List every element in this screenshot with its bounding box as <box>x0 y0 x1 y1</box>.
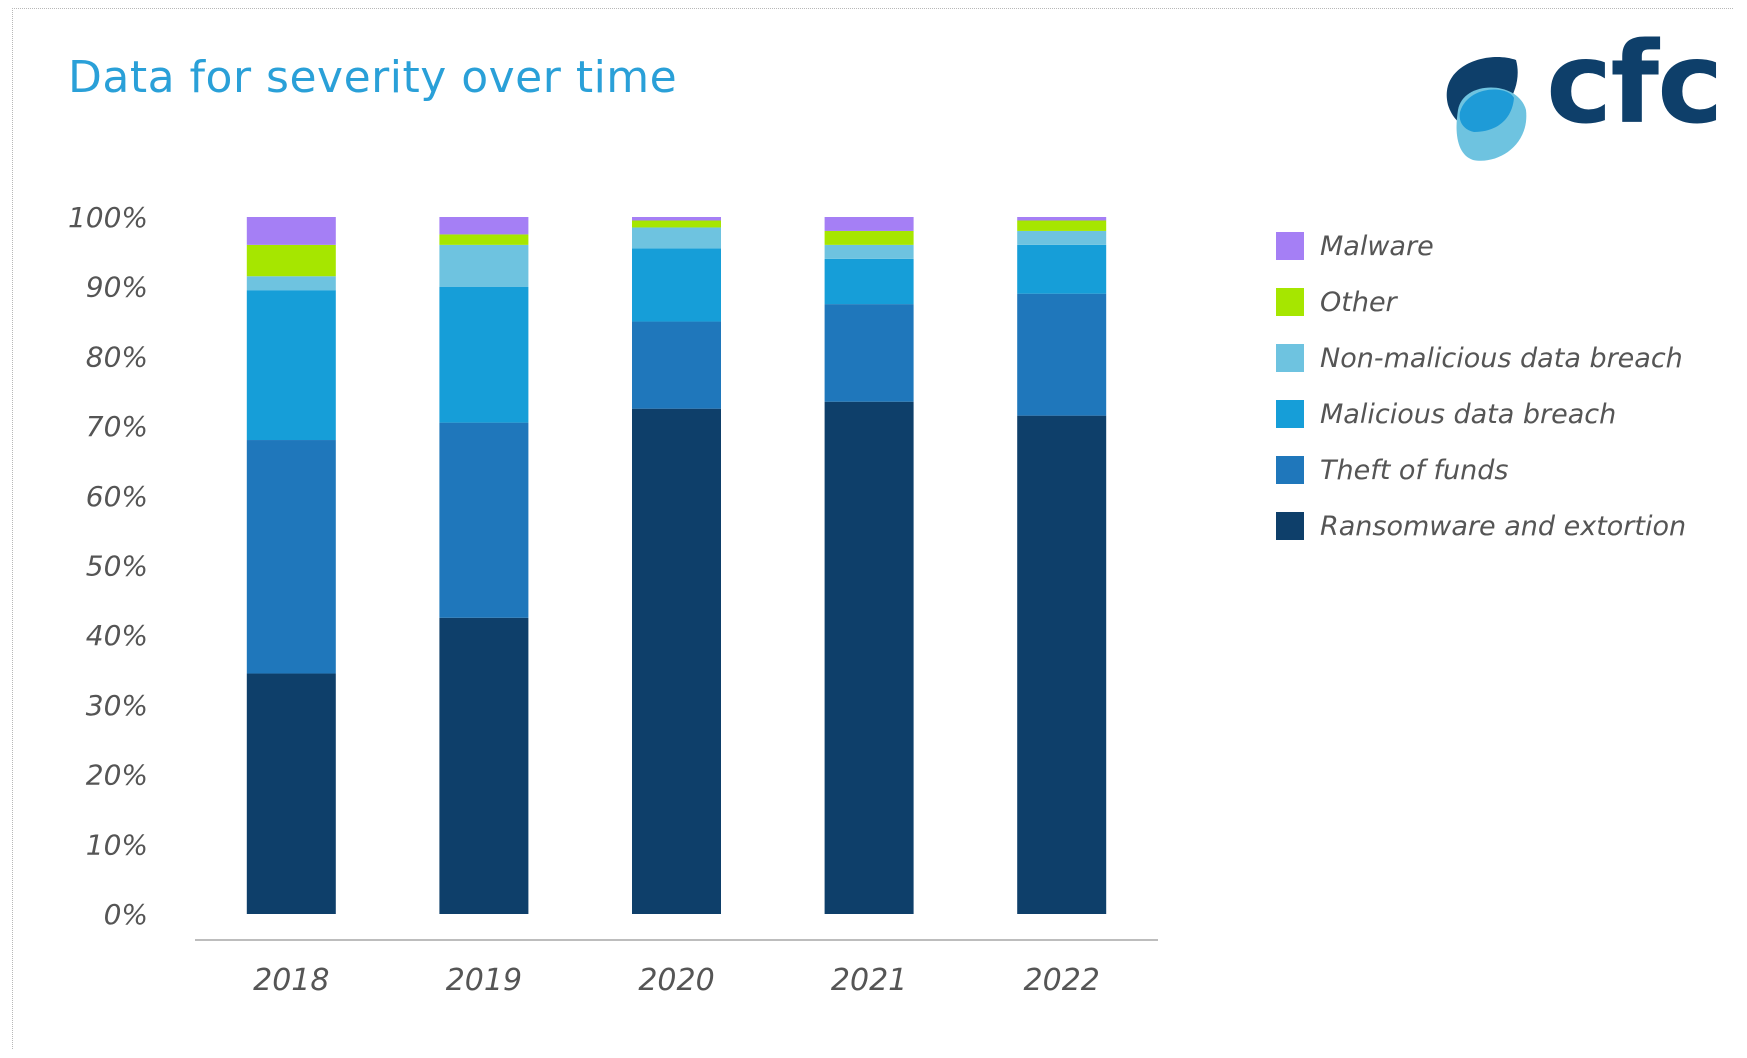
bar-segment-other-2020 <box>632 220 721 228</box>
legend-swatch <box>1276 288 1304 316</box>
legend-label: Malicious data breach <box>1320 398 1617 430</box>
bar-segment-non-malicious-data-breach-2018 <box>246 276 336 291</box>
bar-segment-malicious-data-breach-2018 <box>246 290 336 441</box>
bar-segment-theft-of-funds-2020 <box>632 321 721 409</box>
bar-segment-ransomware-and-extortion-2019 <box>439 617 529 914</box>
y-tick-label: 0% <box>104 898 148 931</box>
legend-item: Non-malicious data breach <box>1276 330 1686 386</box>
x-tick-label: 2018 <box>253 963 329 998</box>
legend-item: Other <box>1276 274 1686 330</box>
legend: Malware Other Non-malicious data breach Mal… <box>1276 218 1686 554</box>
y-tick-label: 20% <box>86 759 148 792</box>
y-tick-label: 100% <box>68 201 148 234</box>
y-tick-label: 10% <box>86 828 148 861</box>
bar-segment-ransomware-and-extortion-2018 <box>246 673 336 914</box>
bar-segment-theft-of-funds-2018 <box>246 440 336 674</box>
legend-item: Malicious data breach <box>1276 386 1686 442</box>
bar-segment-non-malicious-data-breach-2019 <box>439 244 529 287</box>
bar-segment-malicious-data-breach-2019 <box>439 286 529 423</box>
legend-label: Other <box>1320 286 1397 318</box>
bar-segment-ransomware-and-extortion-2021 <box>824 401 914 915</box>
y-tick-label: 30% <box>86 689 148 722</box>
bar-segment-malware-2021 <box>824 217 914 231</box>
bar-segment-malware-2022 <box>1017 217 1107 221</box>
legend-item: Ransomware and extortion <box>1276 498 1686 554</box>
bar-segment-theft-of-funds-2019 <box>439 422 529 618</box>
x-tick-label: 2021 <box>831 963 907 998</box>
legend-swatch <box>1276 400 1304 428</box>
legend-label: Ransomware and extortion <box>1320 510 1687 542</box>
bar-segment-theft-of-funds-2021 <box>824 304 914 402</box>
x-tick-label: 2019 <box>446 963 522 998</box>
legend-label: Non-malicious data breach <box>1320 342 1683 374</box>
legend-swatch <box>1276 344 1304 372</box>
bar-segment-non-malicious-data-breach-2022 <box>1017 230 1107 245</box>
y-tick-label: 70% <box>86 410 148 443</box>
bar-segment-other-2022 <box>1017 220 1107 231</box>
legend-item: Malware <box>1276 218 1686 274</box>
y-tick-label: 60% <box>86 480 148 513</box>
bar-segment-ransomware-and-extortion-2020 <box>632 408 721 914</box>
logo-text: cfc <box>1546 19 1724 149</box>
x-tick-label: 2020 <box>638 963 714 998</box>
legend-label: Malware <box>1320 230 1434 262</box>
bar-segment-malware-2020 <box>632 217 721 221</box>
y-tick-label: 40% <box>86 619 148 652</box>
logo-mark-icon <box>1446 57 1527 161</box>
legend-swatch <box>1276 232 1304 260</box>
y-tick-label: 50% <box>86 550 148 583</box>
legend-swatch <box>1276 456 1304 484</box>
x-tick-label: 2022 <box>1024 963 1100 998</box>
bar-segment-malicious-data-breach-2021 <box>824 258 914 305</box>
bar-segment-malicious-data-breach-2022 <box>1017 244 1107 294</box>
legend-label: Theft of funds <box>1320 454 1509 486</box>
bar-segment-non-malicious-data-breach-2020 <box>632 227 721 249</box>
page-title: Data for severity over time <box>68 52 678 103</box>
chart-frame <box>12 8 1733 1049</box>
bar-segment-theft-of-funds-2022 <box>1017 293 1107 416</box>
bar-segment-other-2018 <box>246 244 336 277</box>
cfc-logo: cfc <box>1428 28 1724 170</box>
bar-segment-ransomware-and-extortion-2022 <box>1017 415 1107 914</box>
bar-segment-other-2019 <box>439 234 529 245</box>
legend-item: Theft of funds <box>1276 442 1686 498</box>
bar-segment-malware-2019 <box>439 217 529 235</box>
legend-swatch <box>1276 512 1304 540</box>
y-tick-label: 90% <box>86 271 148 304</box>
bar-segment-malicious-data-breach-2020 <box>632 248 721 322</box>
y-tick-label: 80% <box>86 340 148 373</box>
bar-segment-non-malicious-data-breach-2021 <box>824 244 914 259</box>
bar-segment-other-2021 <box>824 230 914 245</box>
bar-segment-malware-2018 <box>246 217 336 245</box>
